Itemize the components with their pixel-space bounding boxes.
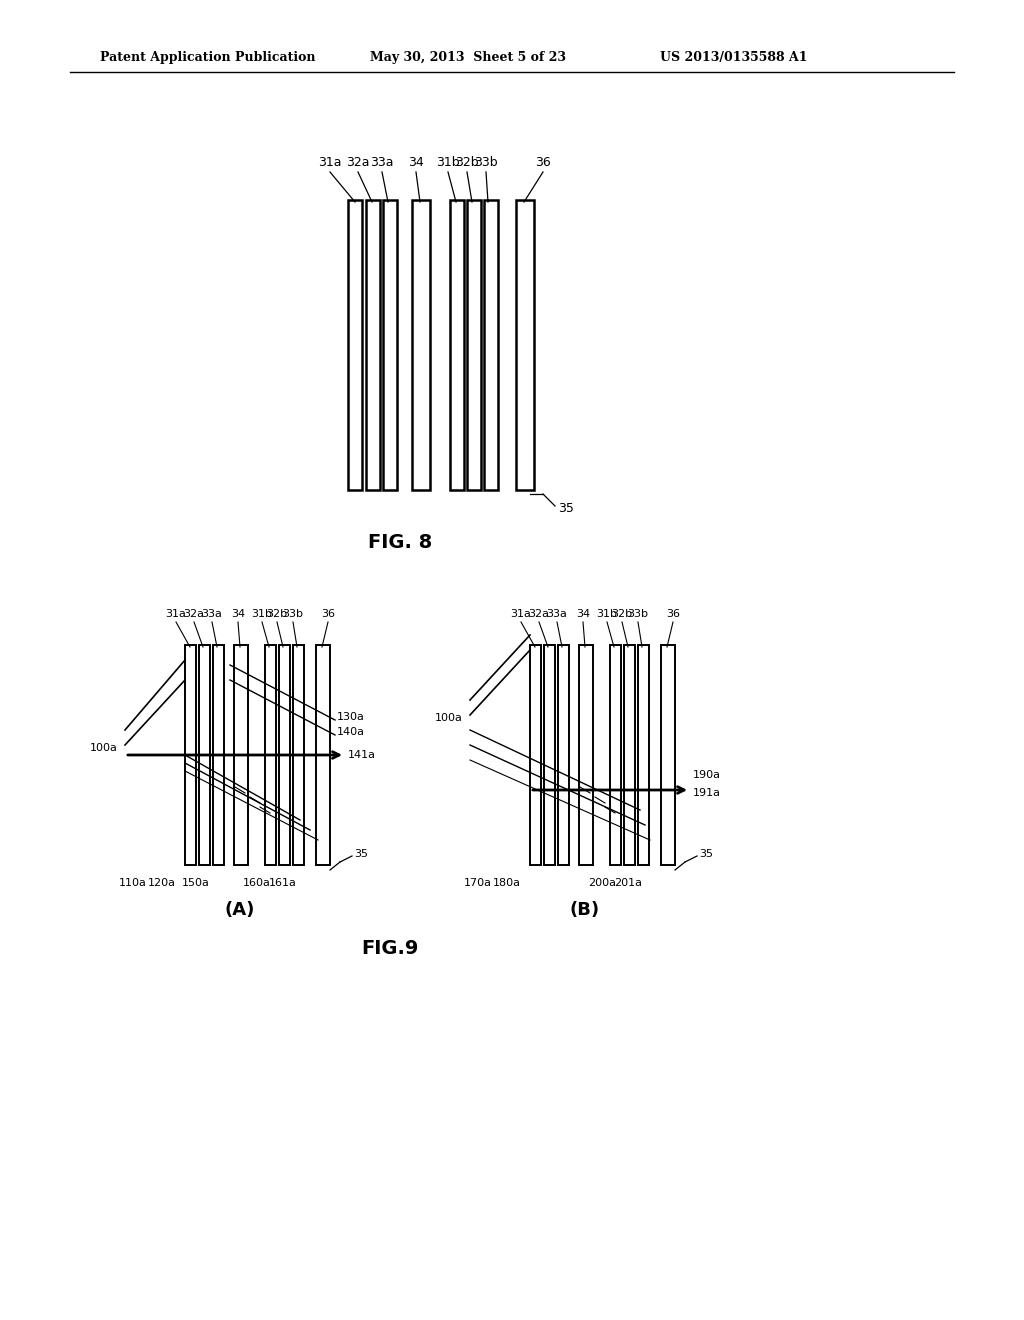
Text: 180a: 180a <box>493 878 521 888</box>
Text: 31a: 31a <box>511 609 531 619</box>
Bar <box>199 645 210 865</box>
Text: 140a: 140a <box>337 727 365 737</box>
Bar <box>610 645 621 865</box>
Text: 35: 35 <box>699 849 713 859</box>
Text: 36: 36 <box>321 609 335 619</box>
Text: 120a: 120a <box>148 878 176 888</box>
Bar <box>516 201 534 490</box>
Text: 150a: 150a <box>182 878 210 888</box>
Text: 34: 34 <box>575 609 590 619</box>
Text: 34: 34 <box>409 156 424 169</box>
Text: 32a: 32a <box>183 609 205 619</box>
Text: 100a: 100a <box>90 743 118 752</box>
Text: 32a: 32a <box>346 156 370 169</box>
Text: FIG.9: FIG.9 <box>361 939 419 957</box>
Text: 31b: 31b <box>436 156 460 169</box>
Bar <box>484 201 498 490</box>
Text: 190a: 190a <box>693 770 721 780</box>
Bar <box>213 645 224 865</box>
Text: May 30, 2013  Sheet 5 of 23: May 30, 2013 Sheet 5 of 23 <box>370 51 566 65</box>
Bar <box>544 645 555 865</box>
Text: (B): (B) <box>570 902 600 919</box>
Bar <box>316 645 330 865</box>
Bar <box>579 645 593 865</box>
Text: 33b: 33b <box>474 156 498 169</box>
Text: Patent Application Publication: Patent Application Publication <box>100 51 315 65</box>
Bar <box>279 645 290 865</box>
Bar <box>412 201 430 490</box>
Text: 34: 34 <box>231 609 245 619</box>
Text: 170a: 170a <box>464 878 492 888</box>
Text: 32a: 32a <box>528 609 550 619</box>
Text: 31a: 31a <box>166 609 186 619</box>
Text: 191a: 191a <box>693 788 721 799</box>
Bar <box>530 645 541 865</box>
Text: 31b: 31b <box>597 609 617 619</box>
Bar <box>624 645 635 865</box>
Text: 130a: 130a <box>337 711 365 722</box>
Text: 33a: 33a <box>202 609 222 619</box>
Bar <box>638 645 649 865</box>
Bar <box>185 645 196 865</box>
Bar <box>558 645 569 865</box>
Text: 33b: 33b <box>628 609 648 619</box>
Text: 160a: 160a <box>243 878 271 888</box>
Text: FIG. 8: FIG. 8 <box>368 533 432 553</box>
Text: 33a: 33a <box>371 156 394 169</box>
Text: 161a: 161a <box>269 878 297 888</box>
Bar <box>348 201 362 490</box>
Text: 33a: 33a <box>547 609 567 619</box>
Text: 33b: 33b <box>283 609 303 619</box>
Bar <box>293 645 304 865</box>
Text: 201a: 201a <box>614 878 642 888</box>
Text: 32b: 32b <box>266 609 288 619</box>
Text: 36: 36 <box>666 609 680 619</box>
Text: 35: 35 <box>354 849 368 859</box>
Bar <box>662 645 675 865</box>
Bar <box>234 645 248 865</box>
Bar <box>265 645 276 865</box>
Text: 31b: 31b <box>252 609 272 619</box>
Bar <box>366 201 380 490</box>
Text: 31a: 31a <box>318 156 342 169</box>
Bar <box>450 201 464 490</box>
Text: 35: 35 <box>558 502 573 515</box>
Text: 100a: 100a <box>435 713 463 723</box>
Bar <box>467 201 481 490</box>
Text: 32b: 32b <box>611 609 633 619</box>
Bar <box>383 201 397 490</box>
Text: 200a: 200a <box>588 878 616 888</box>
Text: 32b: 32b <box>456 156 479 169</box>
Text: 36: 36 <box>536 156 551 169</box>
Text: 141a: 141a <box>348 750 376 760</box>
Text: US 2013/0135588 A1: US 2013/0135588 A1 <box>660 51 808 65</box>
Text: 110a: 110a <box>119 878 146 888</box>
Text: (A): (A) <box>225 902 255 919</box>
